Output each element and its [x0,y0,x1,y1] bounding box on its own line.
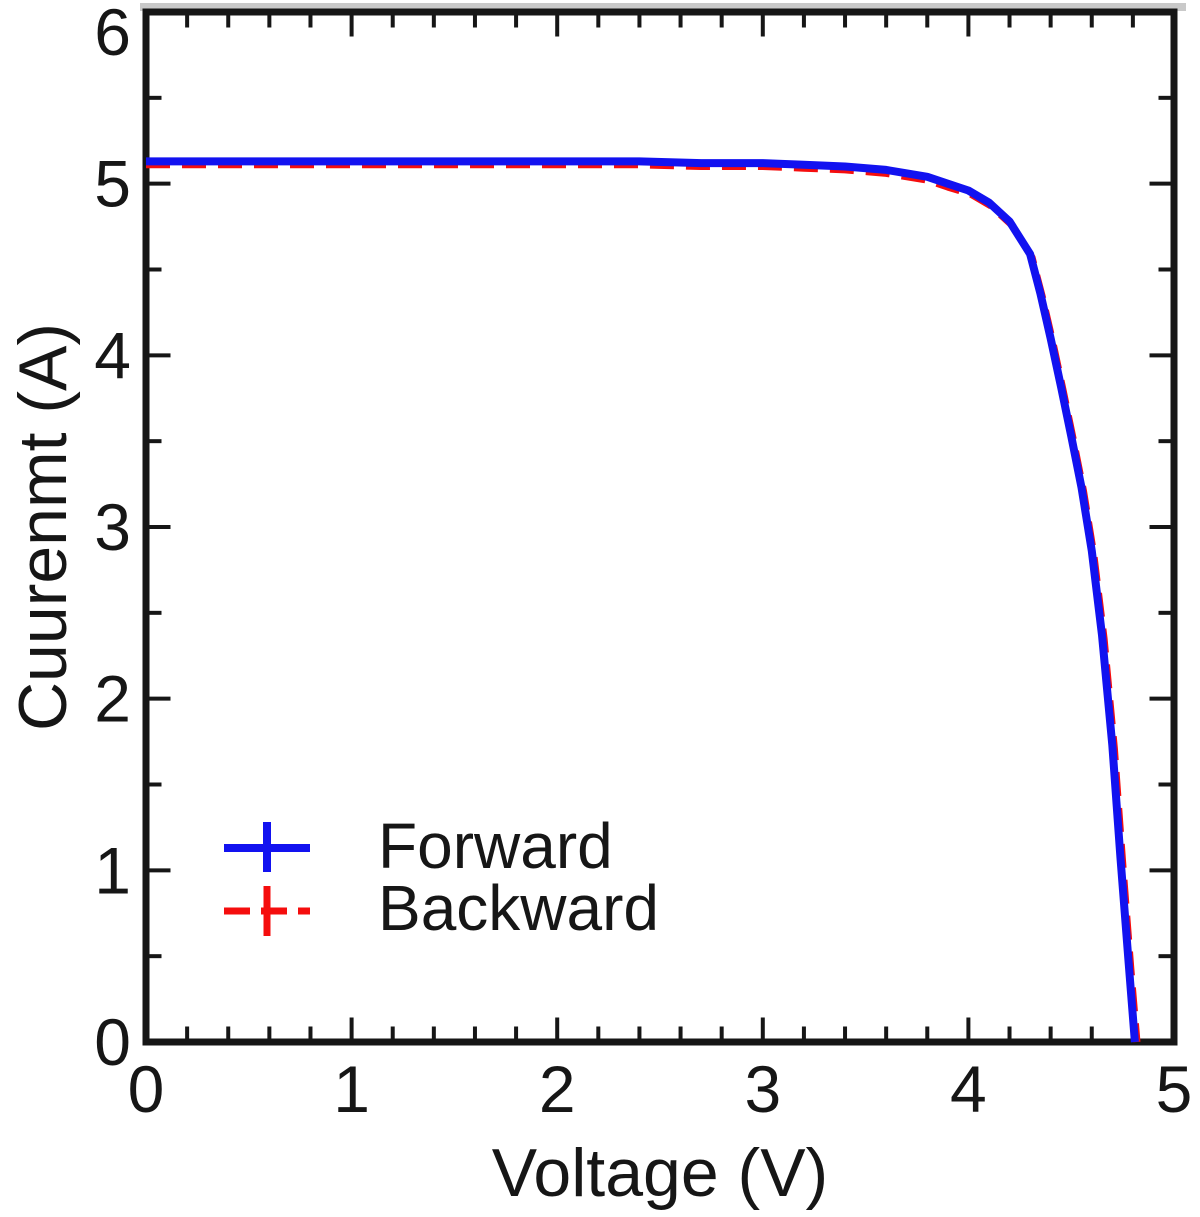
x-tick-label: 1 [333,1052,370,1126]
y-tick-label: 0 [94,1005,131,1079]
plot-frame [142,8,1178,1046]
x-tick-label: 0 [128,1052,165,1126]
forward-curve [146,157,1139,1043]
legend-entry-backward: Backward [224,872,659,944]
axis-ticks [149,15,1171,1039]
legend-label: Forward [378,810,613,882]
y-tick-label: 4 [94,318,131,392]
x-tick-label: 4 [950,1052,987,1126]
y-tick-label: 6 [94,0,131,69]
y-tick-label: 3 [94,490,131,564]
y-tick-labels: 0 1 2 3 4 5 6 [94,0,131,1079]
x-tick-label: 5 [1156,1052,1193,1126]
x-tick-labels: 0 1 2 3 4 5 [128,1052,1193,1126]
x-axis-label: Voltage (V) [492,1135,828,1211]
y-axis-label: Cuurenmt (A) [5,323,81,731]
legend-entry-forward: Forward [224,810,613,882]
y-tick-label: 5 [94,147,131,221]
figure-top-shadow [140,3,1186,11]
x-tick-label: 3 [744,1052,781,1126]
x-tick-label: 2 [539,1052,576,1126]
legend-label: Backward [378,872,659,944]
y-tick-label: 2 [94,662,131,736]
y-tick-label: 1 [94,833,131,907]
